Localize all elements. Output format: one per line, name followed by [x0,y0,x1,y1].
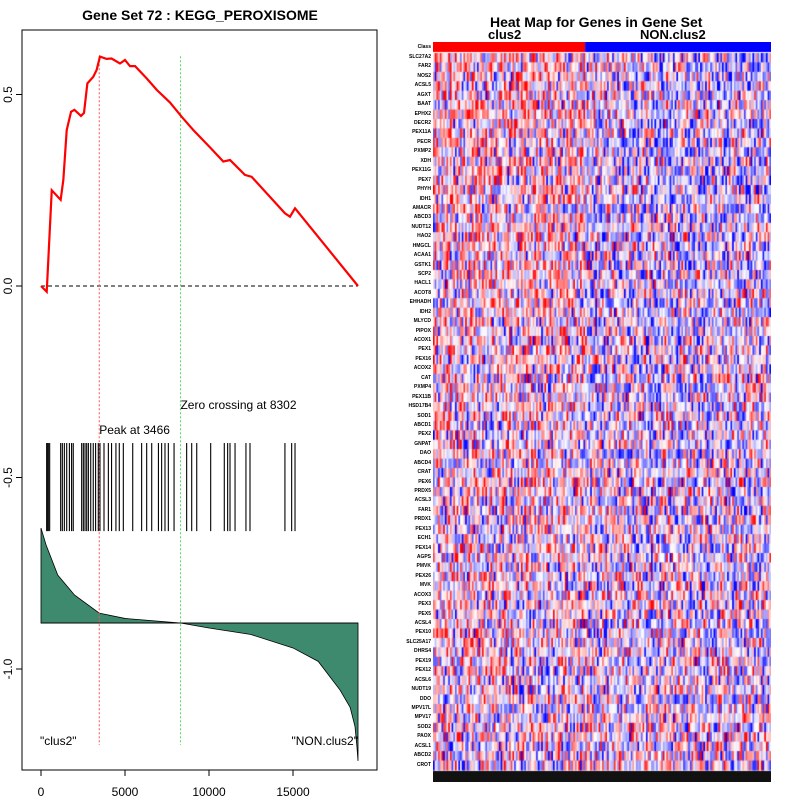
gene-label: PEX11B [412,393,431,400]
gene-label: IDH1 [419,195,431,202]
gene-label: PHYH [417,186,431,193]
y-tick-label: 0.0 [1,277,15,294]
gene-label: FAR1 [418,506,431,513]
y-tick-label: 0.5 [1,86,15,103]
gene-label: PEX1 [418,346,431,353]
class-row-label: Class [417,44,431,50]
gene-label: PIPOX [415,327,431,334]
gene-label: HMGCL [412,242,431,249]
gene-label: HACL1 [414,280,431,287]
gene-label: ABCD1 [413,421,431,428]
ranked-metric-area [40,527,359,761]
gene-label: AGXT [417,91,431,98]
gene-label: ACSL6 [414,676,431,683]
gsea-enrichment-plot: Gene Set 72 : KEGG_PEROXISOME 0 5000 10000… [1,7,378,799]
gene-label: MPV17L [411,704,431,711]
gene-label: DHRS4 [414,648,431,655]
y-tick-label: -1.0 [1,658,15,679]
gene-label: SLC27A2 [409,54,431,60]
gene-label: CROT [416,761,431,768]
gene-label: GSTK1 [414,261,431,268]
gene-label: ACAA1 [413,252,431,259]
gene-label: NUDT19 [411,686,431,693]
left-class-label: "clus2" [40,734,77,748]
right-class-label: "NON.clus2" [291,734,358,748]
gene-label: ABCD4 [413,459,431,466]
class-label-clus2: clus2 [488,27,522,42]
gene-label: XDH [420,157,431,164]
gene-label: EPHX2 [414,110,431,117]
x-tick-label: 5000 [112,785,139,799]
gene-label: PEX13 [415,525,431,532]
gene-label: PEX19 [415,657,431,664]
gene-label: PEX2 [418,431,431,438]
gene-label: PAOX [417,733,431,740]
y-tick-label: -0.5 [1,467,15,488]
gene-label: PEX26 [415,572,431,579]
gene-label: ECH1 [417,535,431,542]
gene-label: DDO [419,695,431,702]
gene-label: AMACR [412,204,431,211]
gene-label: DAO [419,450,431,457]
gene-label: PXMP4 [414,384,431,391]
gene-label: FAR2 [418,63,431,70]
gene-label: SCP2 [417,270,431,277]
gene-label: NUDT12 [411,223,431,230]
peak-label: Peak at 3466 [99,423,170,437]
gene-label: PEX6 [418,478,431,485]
gene-label: PEX14 [415,544,431,551]
gene-label: ACOX2 [413,365,431,372]
gene-label: NOS2 [417,72,431,79]
gene-label: CAT [421,374,431,381]
gene-label: HSD17B4 [408,403,431,410]
gene-label: ACSL1 [414,742,431,749]
gene-label: AGPS [416,554,431,560]
gene-label: ACOX1 [413,337,431,344]
gene-label: PEX12 [415,667,431,674]
gene-label: ACSL4 [414,620,431,627]
x-tick-label: 10000 [192,785,226,799]
gene-label: SLC25A17 [406,638,431,645]
gene-label: PEX10 [415,629,431,636]
es-curve [40,55,359,295]
gene-label: ACOT8 [414,289,431,296]
gene-label: EHHADH [409,299,431,306]
gene-label: ACOX3 [413,591,431,598]
gene-label: SOD2 [417,723,431,730]
gene-label: PEX11A [412,129,431,136]
gene-label: MVK [419,582,431,589]
gene-label: SOD1 [417,412,431,419]
gene-label: PMVK [416,563,431,570]
plot-title: Gene Set 72 : KEGG_PEROXISOME [82,7,318,23]
gene-label: IDH2 [419,308,431,315]
zero-crossing-label: Zero crossing at 8302 [180,398,296,412]
gene-label: DECR2 [414,120,431,127]
gene-label: PEX16 [415,355,431,362]
x-tick-label: 15000 [276,785,310,799]
gene-label: PEX5 [418,610,431,617]
heatmap-panel: Heat Map for Genes in Gene Set clus2 NON… [390,0,800,800]
gene-label: MPV17 [414,714,431,721]
class-label-non-clus2: NON.clus2 [640,27,706,42]
gene-label: GNPAT [414,440,431,447]
expression-heatmap [433,42,771,782]
gene-label: ABCD2 [413,752,431,759]
gene-label: BAAT [417,101,431,108]
gene-label: ABCD3 [413,214,431,221]
gene-label: PXMP2 [414,148,431,155]
gene-label: PEX7 [418,176,431,183]
gene-label: PEX3 [418,601,431,608]
gene-label: PRDX1 [414,516,431,523]
gene-label: PEX11G [411,167,431,174]
heatmap-title: Heat Map for Genes in Gene Set [490,14,703,30]
gene-label: CRAT [417,469,431,476]
gene-label: PRDX5 [414,487,431,494]
gene-label: PECR [417,138,431,145]
gene-label: MLYCD [413,318,431,325]
gene-label: ACSL3 [414,497,431,504]
gene-label: HAO2 [417,233,431,240]
x-tick-label: 0 [38,785,45,799]
gene-label: ACSL5 [414,82,431,89]
